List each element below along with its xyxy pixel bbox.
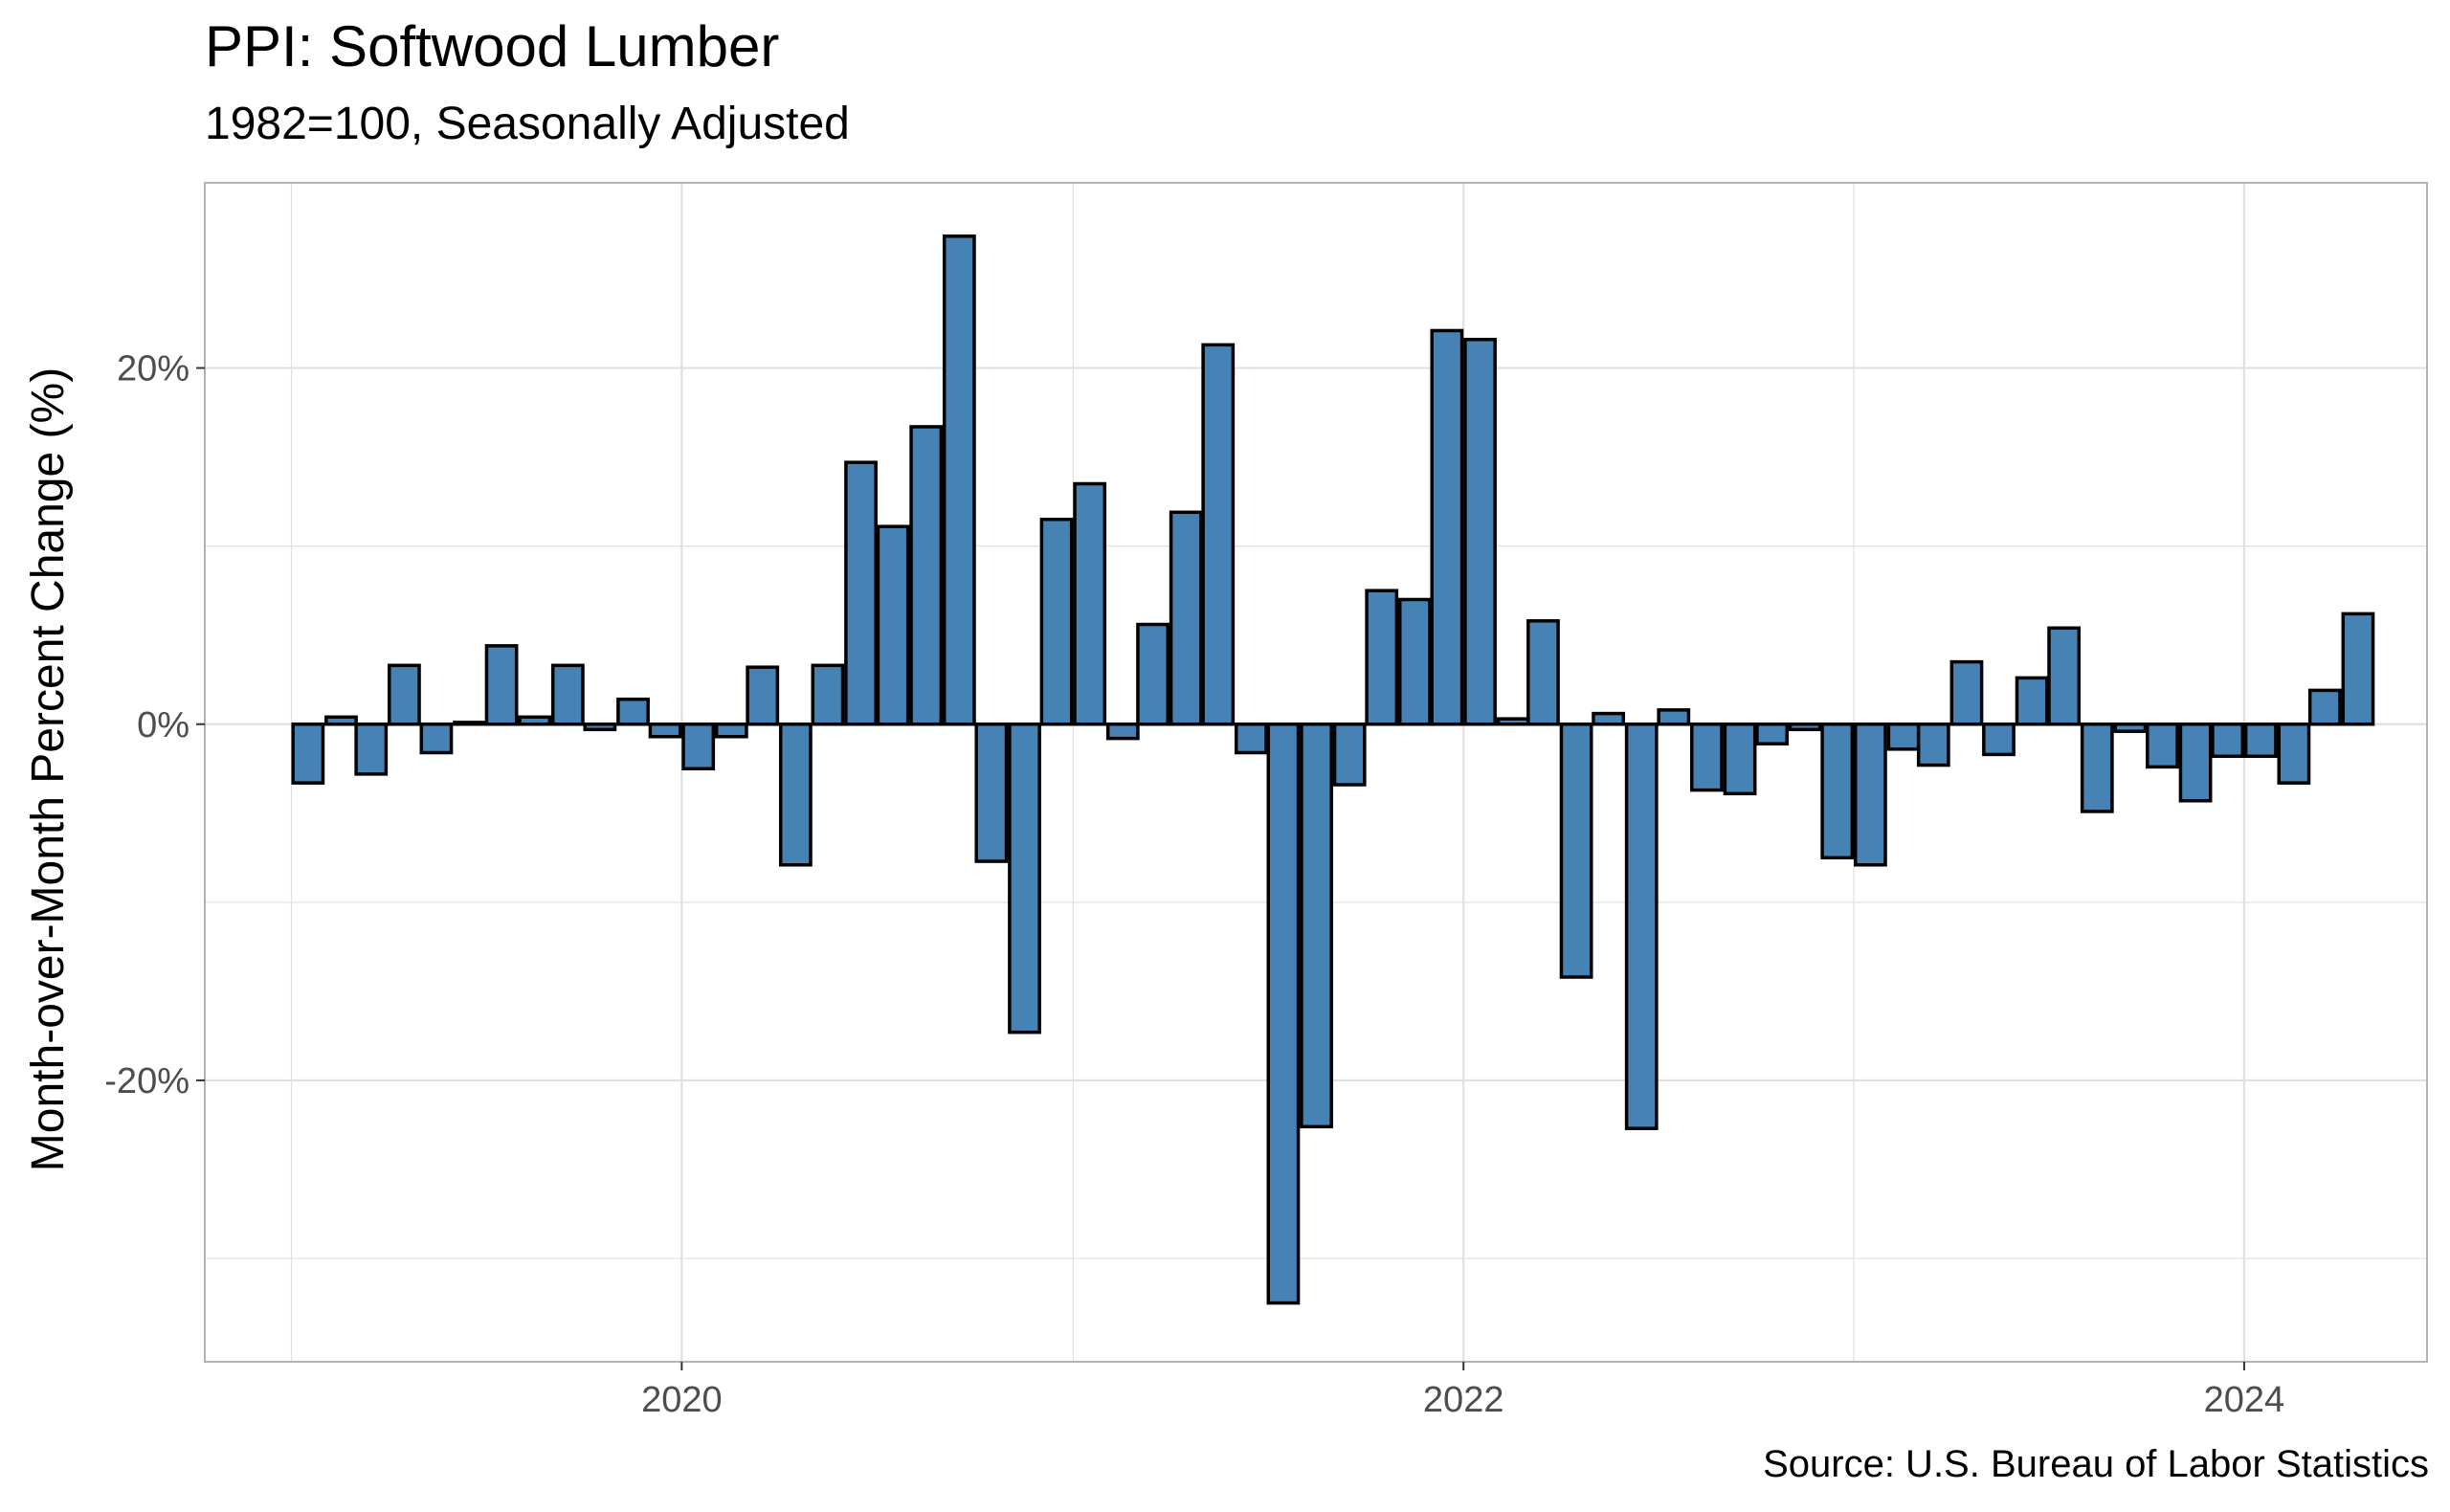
bar [1463, 338, 1497, 726]
bar [1496, 717, 1530, 726]
bar [2211, 723, 2244, 758]
bar [1755, 723, 1789, 745]
bar [1073, 481, 1107, 726]
bar [2047, 626, 2082, 726]
bar [1982, 723, 2016, 757]
bar [778, 723, 813, 867]
bar [942, 234, 976, 726]
bar [484, 644, 519, 726]
bar [419, 723, 454, 755]
bar [291, 723, 325, 785]
bar [844, 460, 878, 726]
x-tick-label: 2024 [2204, 1380, 2285, 1420]
bar [453, 721, 486, 726]
y-tick-labels: -20% 0% 20% [104, 349, 205, 1101]
bar [1235, 723, 1268, 755]
chart-subtitle: 1982=100, Seasonally Adjusted [205, 99, 850, 149]
bar [1039, 517, 1074, 726]
bar [1788, 723, 1822, 732]
bar [1105, 723, 1140, 741]
bar [1365, 589, 1399, 726]
bar [1332, 723, 1367, 787]
bar [2146, 723, 2179, 769]
bar [2080, 723, 2114, 813]
bar [1526, 619, 1560, 726]
bar [2015, 676, 2049, 726]
bar [1853, 723, 1887, 867]
bar [811, 663, 845, 726]
bar [876, 524, 910, 726]
chart-caption: Source: U.S. Bureau of Labor Statistics [1763, 1443, 2429, 1485]
bar [746, 665, 780, 726]
y-axis-title: Month-over-Month Percent Change (%) [23, 367, 74, 1171]
bar [1657, 708, 1691, 726]
bar [1559, 723, 1593, 979]
bar [1916, 723, 1950, 767]
bar [909, 425, 944, 726]
bar [1624, 723, 1659, 1130]
bars [291, 234, 2375, 1305]
bar [324, 715, 358, 726]
bar [974, 723, 1009, 863]
bar [648, 723, 682, 739]
bar [1136, 622, 1169, 726]
bar [2277, 723, 2311, 785]
bar [1430, 328, 1464, 726]
bar [2243, 723, 2278, 758]
bar [2307, 688, 2342, 726]
x-tick-label: 2022 [1423, 1380, 1504, 1420]
bar [2341, 611, 2375, 726]
x-tick-label: 2020 [641, 1380, 723, 1420]
bar [1266, 723, 1301, 1305]
bar [1169, 510, 1203, 726]
bar [616, 697, 650, 726]
bar [354, 723, 389, 776]
bar [1008, 723, 1041, 1034]
bar [1201, 343, 1236, 726]
bar [2178, 723, 2213, 803]
y-tick-label: -20% [104, 1061, 189, 1101]
bar [583, 723, 617, 732]
y-tick-label: 0% [137, 705, 189, 745]
bar [1300, 723, 1333, 1129]
y-tick-label: 20% [117, 349, 189, 389]
panel-border [204, 182, 2428, 1363]
bar [1886, 723, 1921, 751]
bar [1723, 723, 1757, 796]
bar [550, 663, 585, 726]
bar [1820, 723, 1855, 860]
x-tick-labels: 2020 2022 2024 [641, 1362, 2284, 1420]
bar [2113, 723, 2148, 733]
bar [1690, 723, 1724, 792]
bar [714, 723, 748, 739]
bar [1949, 659, 1984, 726]
chart-title: PPI: Softwood Lumber [205, 14, 780, 78]
bar [1592, 711, 1626, 726]
bar [1397, 597, 1432, 726]
bar [518, 715, 552, 726]
bar [681, 723, 716, 771]
bar [388, 663, 421, 726]
